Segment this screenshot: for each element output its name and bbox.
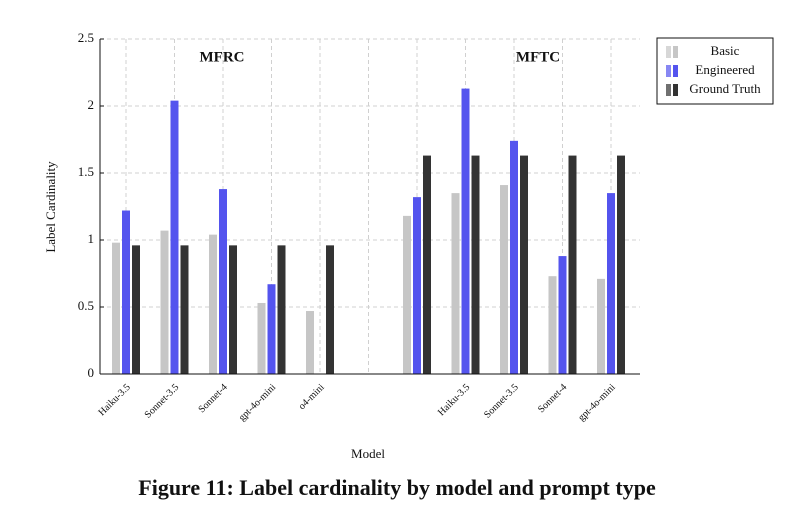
legend-label: Basic <box>711 43 740 58</box>
bar <box>510 140 518 374</box>
bar <box>403 215 411 374</box>
x-tick-label: Sonnet-4 <box>196 382 229 415</box>
x-tick-label: gpt-4o-mini <box>576 382 618 424</box>
x-tick-label: Sonnet-4 <box>536 382 569 415</box>
legend-label: Ground Truth <box>689 81 761 96</box>
bar <box>132 245 140 374</box>
bar <box>180 245 189 374</box>
x-tick-label: Haiku-3.5 <box>436 382 472 418</box>
bar <box>451 193 460 374</box>
bar <box>597 278 605 374</box>
bar <box>326 245 334 374</box>
bar <box>471 155 480 374</box>
bar <box>617 155 625 374</box>
bar <box>277 245 286 374</box>
bar <box>160 230 169 374</box>
bar <box>267 284 276 374</box>
y-tick-label: 2 <box>88 97 95 112</box>
legend-swatch <box>666 46 671 58</box>
y-tick-label: 1 <box>88 231 95 246</box>
annotation: MFTC <box>516 49 560 65</box>
x-tick-label: Sonnet-3.5 <box>143 382 182 421</box>
x-tick-label: gpt-4o-mini <box>237 382 279 424</box>
bar <box>306 311 314 374</box>
caption: Figure 11: Label cardinality by model an… <box>138 475 656 500</box>
bar <box>122 210 130 374</box>
legend-swatch <box>666 84 671 96</box>
bar <box>413 197 421 374</box>
bar <box>257 302 266 374</box>
x-tick-label: o4-mini <box>297 382 327 412</box>
x-tick-label: Haiku-3.5 <box>96 382 132 418</box>
bar <box>170 100 179 374</box>
y-tick-label: 0 <box>88 365 95 380</box>
bar <box>558 256 567 374</box>
annotation: MFRC <box>200 49 245 65</box>
bar <box>520 155 528 374</box>
x-axis-label: Model <box>351 446 385 461</box>
bar <box>461 88 470 374</box>
legend-swatch <box>673 65 678 77</box>
x-tick-label: Sonnet-3.5 <box>482 382 521 421</box>
bar <box>423 155 431 374</box>
legend-swatch <box>673 46 678 58</box>
y-tick-label: 0.5 <box>78 298 94 313</box>
legend-swatch <box>666 65 671 77</box>
y-tick-label: 2.5 <box>78 30 94 45</box>
bar <box>568 155 577 374</box>
y-tick-label: 1.5 <box>78 164 94 179</box>
y-axis-label: Label Cardinality <box>43 161 58 253</box>
bar <box>112 242 120 374</box>
bar <box>229 245 237 374</box>
bar <box>500 185 508 374</box>
bar <box>219 189 227 374</box>
bar <box>607 193 615 374</box>
bar <box>548 276 557 374</box>
bar <box>209 234 217 374</box>
legend-swatch <box>673 84 678 96</box>
legend-label: Engineered <box>695 62 755 77</box>
